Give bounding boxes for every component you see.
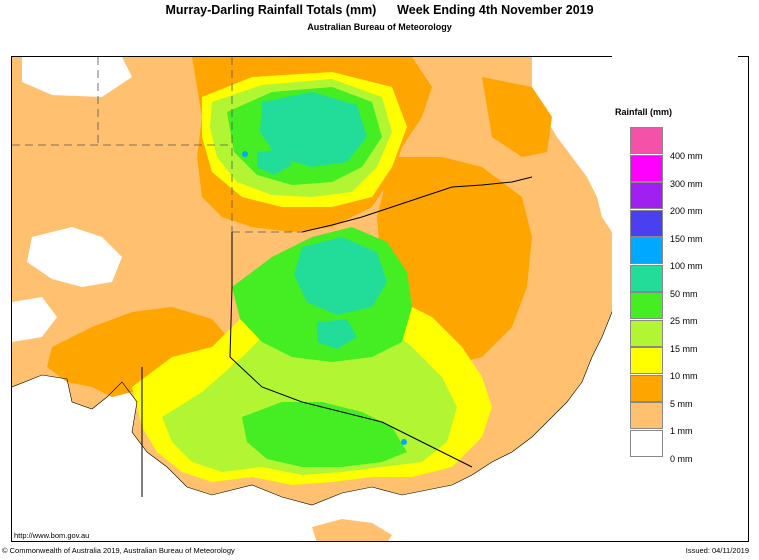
legend-label: 0 mm [670,453,693,464]
legend-swatch [630,182,663,209]
band-teal-west [257,149,292,175]
border-qld-nsw [301,176,533,233]
legend-swatch [630,319,663,347]
legend-label: 300 mm [670,178,703,189]
legend-label: 200 mm [670,206,703,216]
ocean-south [12,272,622,541]
map-title: Murray-Darling Rainfall Totals (mm) Week… [165,3,594,17]
rainfall-legend: Rainfall (mm) 400 mm 300 mm 200 mm 150 mm 10… [612,55,738,475]
legend-label: 25 mm [670,316,698,326]
map-subtitle: Australian Bureau of Meteorology [307,22,452,32]
border-sa-nsw [229,232,233,358]
legend-label: 150 mm [670,233,703,244]
legend-label: 50 mm [670,288,698,299]
legend-label: 100 mm [670,261,703,271]
copyright-notice: © Commonwealth of Australia 2019, Austra… [2,546,235,555]
legend-swatch [630,402,663,429]
legend-title: Rainfall (mm) [615,107,673,117]
border-vic-nsw [229,356,473,468]
issued-date: Issued: 04/11/2019 [685,546,749,555]
legend-swatch [630,264,663,292]
legend-label: 10 mm [670,371,698,381]
rainfall-map-canvas [12,57,748,541]
legend-swatch [630,209,663,237]
legend-label: 15 mm [670,343,698,354]
band-teal-north [260,92,367,167]
legend-label: 5 mm [670,398,693,409]
band-teal-central [294,237,387,315]
tasmania-land [312,519,392,541]
legend-swatch [630,154,663,182]
spot-blue-2 [401,439,407,445]
legend-label: 400 mm [670,151,703,161]
band-orange-ne [482,77,552,157]
legend-swatch [630,374,663,402]
legend-swatch [630,429,663,457]
legend-swatch [630,292,663,319]
dry-patch-north [22,57,132,97]
legend-label: 1 mm [670,426,693,436]
coastline [12,271,623,506]
dry-patch-west-2 [12,297,57,342]
band-teal-small [317,319,357,349]
legend-swatch [630,127,663,154]
bom-url[interactable]: http://www.bom.gov.au [12,531,92,540]
legend-swatch [630,237,663,264]
dry-patch-west [27,227,122,287]
legend-swatch [630,347,663,374]
spot-blue-1 [242,151,248,157]
